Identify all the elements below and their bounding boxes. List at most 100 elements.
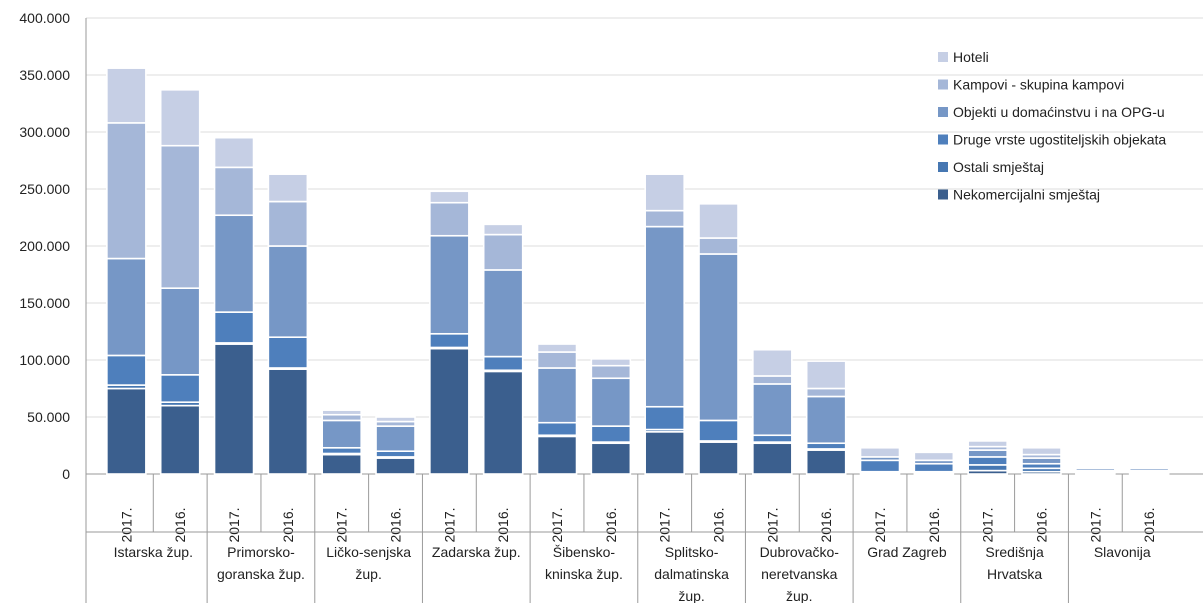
bar-segment <box>106 122 147 260</box>
legend: Hoteli Kampovi - skupina kampovi Objekti u… <box>938 49 1166 203</box>
bar-segment <box>106 354 147 386</box>
bar-segment <box>644 173 685 212</box>
x-tick-label: 2016. <box>818 507 834 542</box>
legend-label: Kampovi - skupina kampovi <box>953 77 1124 93</box>
x-tick-label: 2016. <box>1141 507 1157 542</box>
bar-segment <box>482 233 524 271</box>
bar-segment <box>590 425 632 443</box>
bar-segment <box>106 387 147 475</box>
x-group-label: Slavonija <box>1094 544 1151 560</box>
bar-segment <box>698 203 739 239</box>
bar-segment <box>1021 446 1062 456</box>
bar-segment <box>429 201 470 237</box>
x-tick-label: 2017. <box>118 507 134 542</box>
bar-segment <box>913 451 955 462</box>
x-group-label: žup. <box>786 588 812 603</box>
bar-segment <box>752 383 793 437</box>
bar-segment <box>752 348 793 377</box>
bar-segment <box>159 374 201 403</box>
bar-segment <box>536 343 578 353</box>
legend-swatch <box>938 162 948 172</box>
bar-segment <box>213 343 255 475</box>
bar-segment <box>1075 466 1116 470</box>
x-group-label: neretvanska <box>761 566 837 582</box>
x-group-label: dalmatinska <box>654 566 729 582</box>
x-group-label: Ličko-senjska <box>326 544 411 560</box>
x-group-label: goranska žup. <box>217 566 305 582</box>
bar-segment <box>967 456 1008 466</box>
legend-swatch <box>938 134 948 145</box>
bar-segment <box>159 404 201 475</box>
bar-segment <box>321 419 362 449</box>
bar-segment <box>1021 457 1062 465</box>
bar-segment <box>859 446 901 458</box>
bar-segment <box>429 190 470 204</box>
x-group-label: Grad Zagreb <box>867 544 947 560</box>
bar-segment <box>159 144 201 289</box>
legend-swatch <box>938 107 948 117</box>
bar-segment <box>482 223 524 236</box>
legend-label: Druge vrste ugostiteljskih objekata <box>953 132 1166 148</box>
bar-segment <box>752 375 793 385</box>
x-tick-label: 2017. <box>657 507 673 542</box>
legend-label: Objekti u domaćinstvu i na OPG-u <box>953 104 1165 120</box>
legend-swatch <box>938 52 948 62</box>
x-tick-label: 2017. <box>764 507 780 542</box>
bar-segment <box>590 442 632 475</box>
bar-segment <box>375 457 416 475</box>
x-tick-label: 2017. <box>226 507 242 542</box>
bar-segment <box>967 449 1008 458</box>
bar-segment <box>644 431 685 475</box>
x-tick-label: 2016. <box>711 507 727 542</box>
x-group-label: žup. <box>678 588 704 603</box>
bar-segment <box>536 367 578 424</box>
x-axis: 2017. 2016. 2017. 2016. 2017. 2016. 2017. 2016.… <box>85 474 1203 603</box>
bar-segment <box>698 253 739 422</box>
x-group-label: Hrvatska <box>987 566 1042 582</box>
bar-segment <box>805 442 847 450</box>
legend-swatch <box>938 79 948 90</box>
bar-segment <box>321 446 362 455</box>
x-tick-label: 2017. <box>1087 507 1103 542</box>
bar-segment <box>321 413 362 422</box>
x-tick-label: 2016. <box>388 507 404 542</box>
bar-segment <box>805 360 847 390</box>
x-group-label: Zadarska žup. <box>432 544 521 560</box>
bar-segment <box>859 459 901 473</box>
x-tick-label: 2016. <box>603 507 619 542</box>
bar-segment <box>375 425 416 452</box>
x-tick-label: 2016. <box>926 507 942 542</box>
bar-segment <box>536 421 578 437</box>
x-tick-label: 2017. <box>549 507 565 542</box>
legend-swatch <box>938 189 948 200</box>
y-tick-label: 150.000 <box>19 295 70 311</box>
bar-segment <box>267 368 309 475</box>
bar-segment <box>644 225 685 408</box>
bar-segment <box>159 287 201 376</box>
bar-segment <box>913 462 955 473</box>
y-tick-label: 50.000 <box>27 409 70 425</box>
bar-segment <box>590 364 632 380</box>
bar-segment <box>1128 466 1170 470</box>
bar-segment <box>267 336 309 369</box>
bar-segment <box>698 441 739 475</box>
bar-segment <box>267 200 309 247</box>
y-tick-label: 400.000 <box>19 10 70 26</box>
bar-segment <box>482 355 524 372</box>
x-tick-label: 2017. <box>872 507 888 542</box>
y-tick-label: 350.000 <box>19 67 70 83</box>
bar-segment <box>321 409 362 416</box>
x-tick-label: 2016. <box>1034 507 1050 542</box>
bar-segment <box>590 358 632 367</box>
bar-segment <box>267 245 309 338</box>
x-group-label: žup. <box>355 566 381 582</box>
bar-segment <box>698 419 739 442</box>
bar-segment <box>429 234 470 335</box>
x-tick-label: 2016. <box>280 507 296 542</box>
x-group-label: kninska žup. <box>545 566 623 582</box>
x-group-label: Istarska žup. <box>114 544 193 560</box>
bar-segment <box>213 136 255 169</box>
x-tick-label: 2017. <box>980 507 996 542</box>
bar-segment <box>106 257 147 357</box>
bar-segment <box>213 311 255 344</box>
